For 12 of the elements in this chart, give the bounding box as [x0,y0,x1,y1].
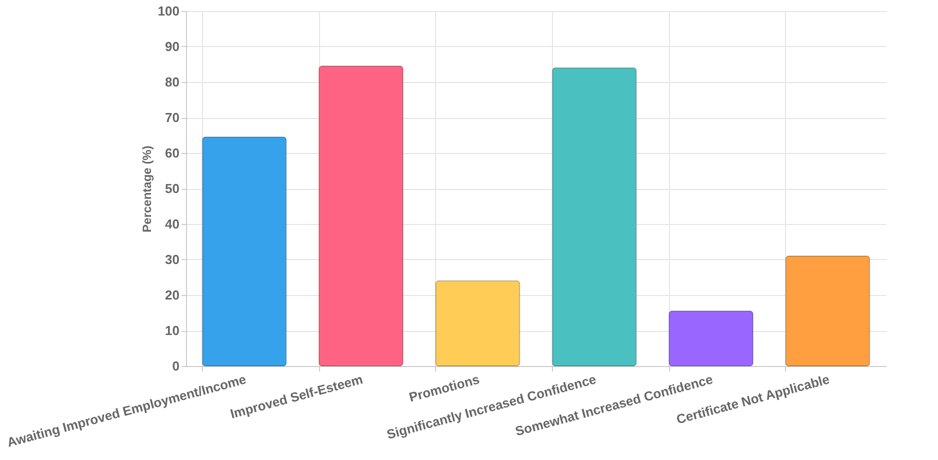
y-tick-label: 70 [165,110,180,125]
y-tick-label: 10 [165,323,180,338]
y-tick-label: 20 [165,288,180,302]
y-tick-label: 90 [165,39,180,54]
y-tick-label: 60 [165,146,180,160]
y-tick-label: 80 [165,74,180,90]
y-tick-label: 100 [158,4,180,18]
y-tick-label: 30 [165,252,180,267]
y-tick-label: 0 [172,358,180,374]
y-tick-label: 50 [165,181,180,196]
y-axis-title: Percentage (%) [140,146,154,232]
y-tick-label: 40 [165,216,180,232]
